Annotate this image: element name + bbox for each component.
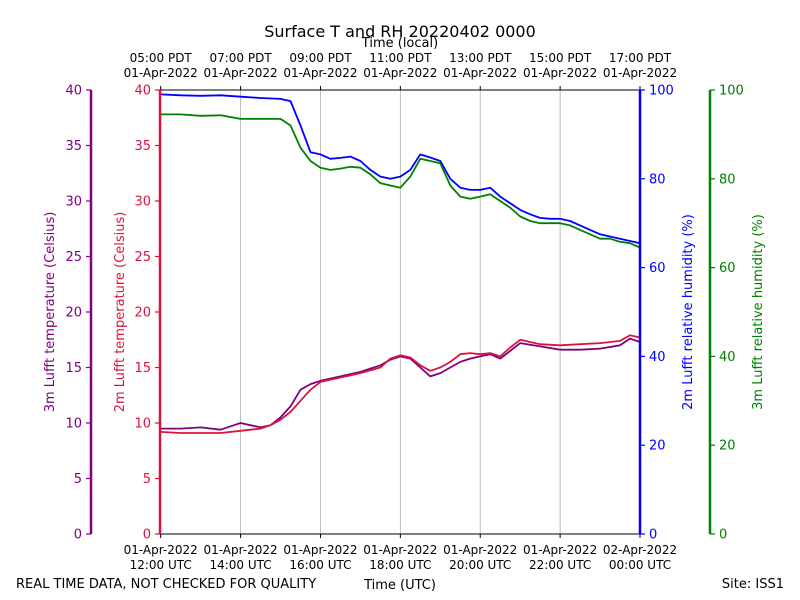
- axis-tick-label-rh2-5: 100: [649, 84, 674, 99]
- series-line-t2: [160, 334, 641, 434]
- axis-tick-label-t2-1: 5: [143, 472, 151, 487]
- bottom-tick-date-1: 01-Apr-2022: [203, 543, 277, 557]
- axis-tick-label-rh3-1: 20: [719, 439, 736, 454]
- bottom-tick-time-0: 12:00 UTC: [130, 558, 192, 572]
- chart-title: Surface T and RH 20220402 0000: [264, 22, 536, 41]
- axis-tick-label-t2-6: 30: [134, 195, 151, 210]
- quality-note: REAL TIME DATA, NOT CHECKED FOR QUALITY: [16, 577, 316, 592]
- axis-tick-label-t2-3: 15: [134, 361, 151, 376]
- top-tick-time-5: 15:00 PDT: [529, 51, 592, 65]
- top-tick-time-6: 17:00 PDT: [609, 51, 672, 65]
- axis-tick-label-t3-7: 35: [65, 139, 82, 154]
- axis-tick-label-rh3-4: 80: [719, 172, 736, 187]
- axis-tick-label-t3-5: 25: [65, 250, 82, 265]
- top-tick-date-2: 01-Apr-2022: [283, 66, 357, 80]
- axis-tick-label-t2-0: 0: [143, 528, 151, 543]
- bottom-tick-time-5: 22:00 UTC: [529, 558, 591, 572]
- grid-lines: [240, 90, 561, 534]
- axis-tick-label-t3-0: 0: [74, 528, 82, 543]
- axis-tick-label-rh3-5: 100: [719, 84, 744, 99]
- axis-tick-label-rh2-1: 20: [649, 439, 666, 454]
- top-tick-time-0: 05:00 PDT: [130, 51, 193, 65]
- axis-tick-label-rh3-2: 40: [719, 350, 736, 365]
- bottom-tick-date-6: 02-Apr-2022: [603, 543, 677, 557]
- bottom-tick-time-3: 18:00 UTC: [369, 558, 431, 572]
- bottom-tick-date-2: 01-Apr-2022: [283, 543, 357, 557]
- series-line-rh3: [160, 113, 641, 249]
- axis-tick-label-t3-2: 10: [65, 417, 82, 432]
- top-axis-label: Time (local): [361, 36, 438, 51]
- series-line-rh2: [160, 93, 641, 245]
- bottom-axis-label: Time (UTC): [363, 578, 436, 593]
- top-tick-date-3: 01-Apr-2022: [363, 66, 437, 80]
- top-tick-time-4: 13:00 PDT: [449, 51, 512, 65]
- bottom-tick-time-4: 20:00 UTC: [449, 558, 511, 572]
- bottom-tick-date-0: 01-Apr-2022: [124, 543, 198, 557]
- top-tick-time-3: 11:00 PDT: [369, 51, 432, 65]
- axis-tick-label-rh2-4: 80: [649, 172, 666, 187]
- axis-tick-label-t2-7: 35: [134, 139, 151, 154]
- axis-tick-label-t3-6: 30: [65, 195, 82, 210]
- series-layer: [160, 93, 641, 434]
- top-tick-date-1: 01-Apr-2022: [203, 66, 277, 80]
- axis-label-t2: 2m Lufft temperature (Celsius): [113, 212, 128, 413]
- top-tick-date-5: 01-Apr-2022: [523, 66, 597, 80]
- site-label: Site: ISS1: [722, 577, 784, 592]
- top-tick-date-4: 01-Apr-2022: [443, 66, 517, 80]
- axis-tick-label-t3-3: 15: [65, 361, 82, 376]
- axis-tick-label-t2-2: 10: [134, 417, 151, 432]
- axis-tick-label-t3-8: 40: [65, 84, 82, 99]
- axis-tick-label-t2-4: 20: [134, 306, 151, 321]
- bottom-tick-date-3: 01-Apr-2022: [363, 543, 437, 557]
- axis-tick-label-rh2-3: 60: [649, 261, 666, 276]
- bottom-tick-date-4: 01-Apr-2022: [443, 543, 517, 557]
- top-tick-date-6: 01-Apr-2022: [603, 66, 677, 80]
- bottom-tick-time-6: 00:00 UTC: [609, 558, 671, 572]
- axis-tick-label-rh2-0: 0: [649, 528, 657, 543]
- axis-tick-label-t2-5: 25: [134, 250, 151, 265]
- axis-label-rh3: 3m Lufft relative humidity (%): [751, 214, 766, 410]
- bottom-tick-time-1: 14:00 UTC: [209, 558, 271, 572]
- axis-tick-label-rh3-0: 0: [719, 528, 727, 543]
- bottom-tick-time-2: 16:00 UTC: [289, 558, 351, 572]
- top-tick-date-0: 01-Apr-2022: [124, 66, 198, 80]
- axis-tick-label-rh3-3: 60: [719, 261, 736, 276]
- top-tick-time-1: 07:00 PDT: [209, 51, 272, 65]
- axis-tick-label-rh2-2: 40: [649, 350, 666, 365]
- axis-label-t3: 3m Lufft temperature (Celsius): [43, 212, 58, 413]
- bottom-tick-date-5: 01-Apr-2022: [523, 543, 597, 557]
- axis-tick-label-t2-8: 40: [134, 84, 151, 99]
- axis-tick-label-t3-1: 5: [74, 472, 82, 487]
- axis-tick-label-t3-4: 20: [65, 306, 82, 321]
- axis-label-rh2: 2m Lufft relative humidity (%): [681, 214, 696, 410]
- top-tick-time-2: 09:00 PDT: [289, 51, 352, 65]
